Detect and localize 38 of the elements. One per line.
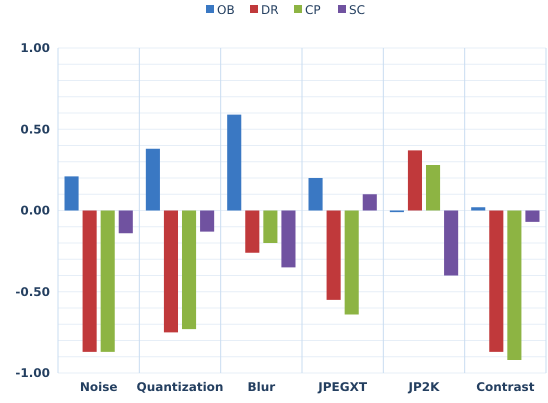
legend-label: OB: [217, 3, 235, 17]
legend-label: CP: [305, 3, 321, 17]
x-tick-label: Contrast: [476, 380, 535, 394]
bar: [308, 178, 323, 210]
bar: [507, 210, 522, 360]
x-tick-label: JPEGXT: [317, 380, 368, 394]
bar: [146, 148, 160, 210]
bar: [362, 194, 377, 210]
bar: [263, 210, 278, 243]
bar: [164, 210, 178, 332]
bar: [200, 210, 214, 232]
bar: [326, 210, 341, 300]
y-tick-label: 0.00: [20, 204, 50, 218]
bar: [408, 150, 422, 210]
y-tick-label: 0.50: [20, 122, 50, 136]
bar: [426, 165, 440, 210]
legend-label: DR: [261, 3, 279, 17]
bar: [118, 210, 133, 234]
bar: [444, 210, 458, 276]
bar: [281, 210, 296, 268]
bar: [82, 210, 97, 352]
y-tick-label: -1.00: [15, 366, 50, 380]
bar: [182, 210, 196, 330]
x-tick-label: Blur: [247, 380, 276, 394]
y-tick-label: -0.50: [15, 284, 50, 299]
legend-label: SC: [349, 3, 365, 17]
x-tick-label: Quantization: [136, 380, 224, 394]
bar: [245, 210, 260, 253]
x-tick-label: JP2K: [408, 380, 440, 394]
bar: [344, 210, 359, 314]
x-tick-label: Noise: [80, 380, 118, 394]
bar: [64, 176, 79, 210]
bar: [525, 210, 540, 222]
bar: [227, 114, 242, 210]
bar: [489, 210, 504, 352]
bar: [471, 207, 486, 210]
bar: [100, 210, 115, 352]
y-tick-label: 1.00: [20, 41, 50, 56]
